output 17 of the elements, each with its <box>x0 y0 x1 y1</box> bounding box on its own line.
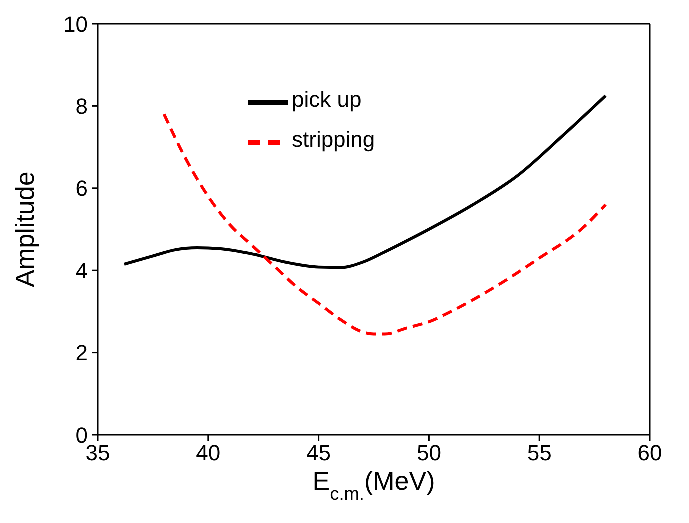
y-tick-label: 2 <box>76 340 88 366</box>
y-tick-label: 4 <box>76 258 88 284</box>
x-tick-label: 60 <box>638 440 662 466</box>
x-axis-title: E$_{c.m.}$(MeV) <box>312 466 436 504</box>
y-tick-label: 6 <box>76 176 88 202</box>
y-tick-label: 10 <box>64 12 88 37</box>
y-tick-label: 8 <box>76 94 88 120</box>
legend-label: pick up <box>292 87 362 112</box>
y-axis-title: Amplitude <box>10 172 40 288</box>
line-series <box>162 112 608 336</box>
x-tick-label: 55 <box>527 440 552 466</box>
x-tick-label: 45 <box>306 440 332 466</box>
y-tick-label: 0 <box>76 422 88 448</box>
x-tick-label: 50 <box>416 440 442 466</box>
x-tick-label: 40 <box>196 440 221 466</box>
legend-label: stripping <box>292 127 376 152</box>
x-tick-label: 35 <box>86 440 110 466</box>
